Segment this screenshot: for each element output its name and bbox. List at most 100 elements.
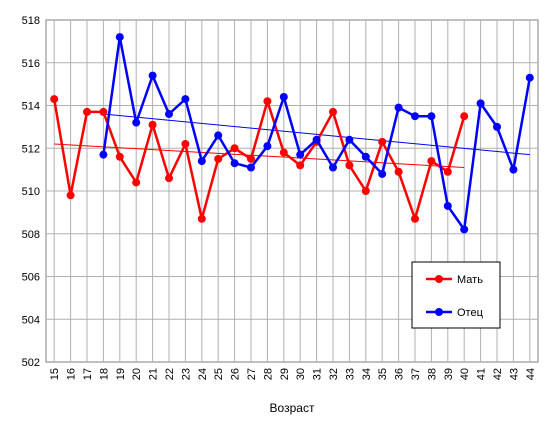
x-tick-label: 28 <box>262 368 274 380</box>
data-point <box>460 112 469 121</box>
data-point <box>99 150 108 159</box>
x-tick-label: 18 <box>98 368 110 380</box>
x-axis-label: Возраст <box>270 401 315 415</box>
x-tick-label: 17 <box>82 368 94 380</box>
x-tick-label: 42 <box>492 368 504 380</box>
data-point <box>247 154 255 163</box>
data-point <box>115 152 124 161</box>
x-tick-label: 41 <box>476 368 488 380</box>
data-point <box>148 71 157 80</box>
data-point <box>230 144 239 153</box>
data-point <box>83 107 91 116</box>
series-1 <box>99 33 534 234</box>
data-point <box>345 135 354 144</box>
data-point <box>394 167 403 176</box>
y-tick-label: 514 <box>22 101 40 113</box>
data-point <box>247 163 255 172</box>
data-point <box>329 163 337 172</box>
x-tick-label: 39 <box>443 368 455 380</box>
data-point <box>66 191 75 200</box>
data-point <box>115 33 124 42</box>
y-tick-label: 518 <box>22 15 40 27</box>
data-point <box>361 152 370 161</box>
legend-label-father: Отец <box>457 307 484 319</box>
data-point <box>132 118 141 127</box>
y-tick-label: 510 <box>22 186 40 198</box>
y-tick-label: 506 <box>22 272 40 284</box>
data-point <box>411 214 419 223</box>
x-tick-label: 35 <box>377 368 389 380</box>
data-point <box>525 73 534 82</box>
x-tick-label: 21 <box>148 368 160 380</box>
x-tick-label: 29 <box>279 368 291 380</box>
data-point <box>181 95 190 104</box>
data-point <box>443 167 452 176</box>
data-point <box>148 120 157 129</box>
data-point <box>427 157 436 166</box>
x-tick-label: 33 <box>344 368 356 380</box>
x-tick-labels: 15 16 17 18 19 20 21 22 23 24 25 26 27 28 29 30 31 32 33 34… <box>49 368 537 380</box>
data-point <box>296 161 305 170</box>
data-point <box>279 148 288 157</box>
data-point <box>214 131 223 140</box>
data-point <box>165 110 173 119</box>
legend-marker-father <box>435 308 443 316</box>
x-tick-label: 19 <box>115 368 127 380</box>
x-tick-label: 22 <box>164 368 176 380</box>
data-point <box>476 99 485 108</box>
data-point <box>427 112 436 121</box>
legend-marker-mother <box>435 275 443 283</box>
data-point <box>378 169 387 178</box>
x-tick-label: 32 <box>328 368 340 380</box>
data-point <box>263 97 272 106</box>
y-tick-label: 504 <box>22 314 40 326</box>
x-tick-label: 24 <box>197 368 209 380</box>
series-0 <box>50 95 469 223</box>
y-tick-label: 516 <box>22 58 40 70</box>
data-point <box>345 161 354 170</box>
data-point <box>493 122 501 131</box>
x-tick-label: 40 <box>459 368 471 380</box>
legend-label-mother: Мать <box>457 274 483 286</box>
x-tick-label: 31 <box>312 368 324 380</box>
x-tick-label: 26 <box>230 368 242 380</box>
y-tick-label: 512 <box>22 143 40 155</box>
x-tick-label: 15 <box>49 368 61 380</box>
y-tick-label: 502 <box>22 357 40 369</box>
series-group <box>50 33 534 234</box>
x-tick-label: 43 <box>508 368 520 380</box>
data-point <box>329 107 337 116</box>
data-point <box>296 150 305 159</box>
data-point <box>443 201 452 210</box>
x-tick-label: 37 <box>410 368 422 380</box>
data-point <box>197 214 206 223</box>
legend: Мать Отец <box>411 261 501 329</box>
data-point <box>197 157 206 166</box>
trend-line-1 <box>103 113 530 156</box>
data-point <box>312 135 321 144</box>
data-point <box>165 174 173 183</box>
x-tick-label: 44 <box>525 368 537 380</box>
data-point <box>181 139 190 148</box>
x-tick-label: 16 <box>66 368 78 380</box>
x-tick-label: 38 <box>426 368 438 380</box>
data-point <box>132 178 141 187</box>
data-point <box>263 142 272 151</box>
data-point <box>460 225 469 234</box>
data-point <box>411 112 419 121</box>
data-point <box>214 154 223 163</box>
y-tick-labels: 502 504 506 508 510 512 514 516 518 <box>22 15 40 369</box>
x-tick-label: 34 <box>361 368 373 380</box>
data-point <box>361 187 370 195</box>
data-point <box>279 92 288 101</box>
data-point <box>230 159 239 168</box>
x-tick-label: 36 <box>394 368 406 380</box>
x-tick-label: 20 <box>131 368 143 380</box>
x-tick-label: 30 <box>295 368 307 380</box>
data-point <box>50 95 59 104</box>
data-point <box>509 165 518 174</box>
series-line-0 <box>52 98 466 221</box>
y-tick-label: 508 <box>22 229 40 241</box>
x-tick-label: 23 <box>180 368 192 380</box>
